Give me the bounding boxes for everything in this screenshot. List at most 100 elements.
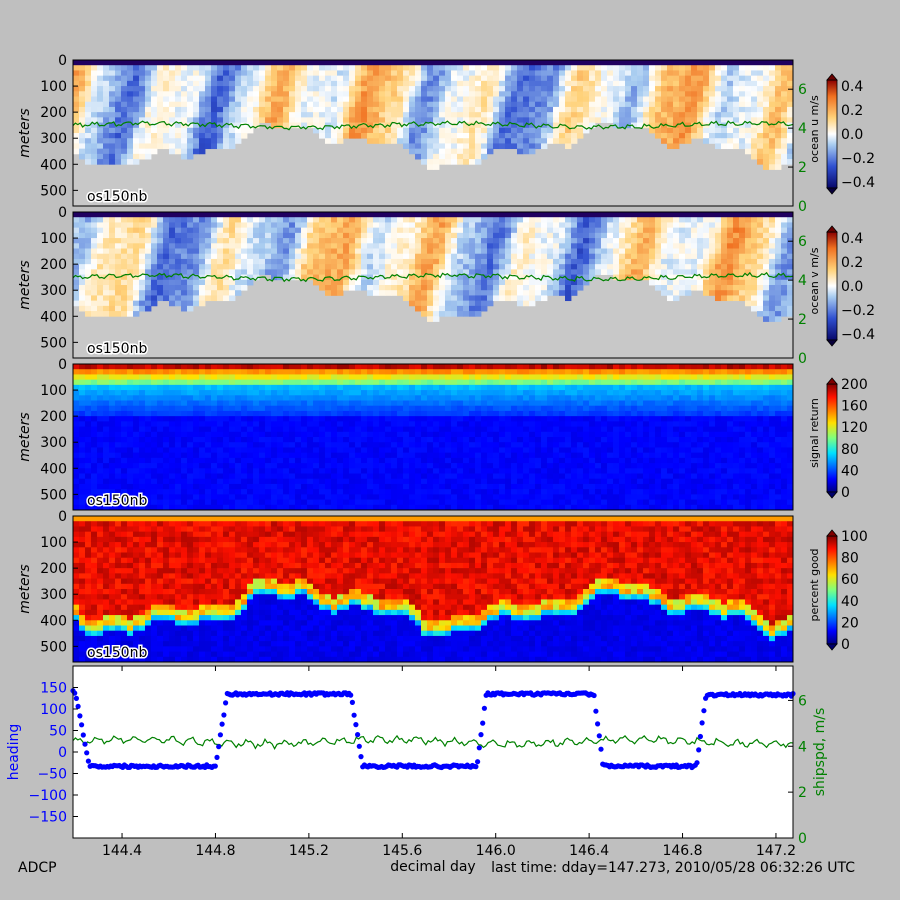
heatmap-cell	[427, 248, 434, 255]
heatmap-cell	[733, 290, 740, 296]
heatmap-cell	[727, 279, 734, 286]
heatmap-cell	[103, 80, 110, 87]
heatmap-cell	[277, 80, 284, 87]
heatmap-cell	[235, 457, 242, 464]
heatmap-cell	[733, 243, 740, 249]
heatmap-cell	[133, 364, 140, 370]
heatmap-cell	[367, 248, 374, 255]
heatmap-cell	[145, 447, 152, 454]
heatmap-cell	[223, 447, 230, 454]
heatmap-cell	[511, 253, 518, 260]
heatmap-cell	[73, 232, 80, 239]
heatmap-cell	[133, 232, 140, 239]
heatmap-cell	[589, 96, 596, 103]
heatmap-cell	[649, 212, 656, 218]
heatmap-cell	[529, 300, 536, 307]
heatmap-cell	[277, 264, 284, 270]
heatmap-cell	[85, 447, 92, 454]
heatmap-cell	[217, 269, 224, 275]
heatmap-cell	[139, 91, 146, 97]
heatmap-cell	[151, 494, 158, 500]
heatmap-cell	[553, 112, 560, 118]
heatmap-cell	[709, 279, 716, 286]
heatmap-cell	[127, 232, 134, 239]
heatmap-cell	[499, 70, 506, 77]
heatmap-cell	[223, 91, 230, 97]
heatmap-cell	[349, 127, 356, 134]
heatmap-cell	[223, 379, 230, 386]
heatmap-cell	[583, 75, 590, 82]
heatmap-cell	[205, 483, 212, 490]
heatmap-cell	[787, 274, 794, 281]
heatmap-cell	[223, 431, 230, 438]
heatmap-cell	[733, 253, 740, 260]
heatmap-cell	[181, 91, 188, 97]
heatmap-cell	[757, 122, 764, 129]
heatmap-cell	[523, 217, 530, 223]
heatmap-cell	[577, 217, 584, 223]
heatmap-cell	[745, 238, 752, 244]
heatmap-cell	[625, 227, 632, 234]
heatmap-cell	[421, 243, 428, 249]
heatmap-cell	[421, 279, 428, 286]
heatmap-cell	[259, 452, 266, 459]
heatmap-cell	[703, 86, 710, 92]
heatmap-cell	[385, 70, 392, 77]
heatmap-cell	[685, 101, 692, 108]
heatmap-cell	[583, 86, 590, 92]
heatmap-cell	[169, 274, 176, 281]
heatmap-cell	[217, 91, 224, 97]
heatmap-cell	[217, 212, 224, 218]
heatmap-cell	[139, 489, 146, 495]
heatmap-cell	[217, 227, 224, 234]
heatmap-cell	[547, 212, 554, 218]
heatmap-cell	[463, 279, 470, 286]
heatmap-cell	[481, 133, 488, 139]
heatmap-cell	[559, 253, 566, 260]
heatmap-cell	[517, 217, 524, 223]
heatmap-cell	[271, 75, 278, 82]
heatmap-cell	[97, 421, 104, 427]
heatmap-cell	[703, 75, 710, 82]
heatmap-cell	[547, 122, 554, 129]
heatmap-cell	[481, 212, 488, 218]
heatmap-cell	[781, 269, 788, 275]
heatmap-cell	[613, 243, 620, 249]
heatmap-cell	[103, 227, 110, 234]
heatmap-cell	[163, 75, 170, 82]
heatmap-cell	[535, 65, 542, 71]
heatmap-cell	[133, 295, 140, 302]
heatmap-cell	[313, 60, 320, 66]
heatmap-cell	[229, 227, 236, 234]
heatmap-cell	[235, 468, 242, 474]
heatmap-cell	[493, 258, 500, 265]
heatmap-cell	[151, 122, 158, 129]
heatmap-cell	[397, 127, 404, 134]
heatmap-cell	[571, 227, 578, 234]
heatmap-cell	[511, 232, 518, 239]
heatmap-cell	[319, 101, 326, 108]
heatmap-cell	[727, 232, 734, 239]
heatmap-cell	[451, 311, 458, 317]
heatmap-cell	[85, 138, 92, 144]
heatmap-cell	[577, 65, 584, 71]
heatmap-cell	[451, 305, 458, 312]
heatmap-cell	[487, 269, 494, 275]
heatmap-cell	[457, 311, 464, 317]
heatmap-cell	[265, 379, 272, 386]
heatmap-cell	[475, 117, 482, 123]
heatmap-cell	[139, 153, 146, 160]
colorbar-label: ocean u m/s	[808, 95, 821, 163]
heatmap-cell	[187, 489, 194, 495]
heatmap-cell	[79, 117, 86, 123]
heatmap-cell	[127, 60, 134, 66]
heatmap-cell	[187, 153, 194, 160]
heatmap-cell	[211, 91, 218, 97]
heatmap-cell	[157, 101, 164, 108]
heatmap-cell	[709, 106, 716, 113]
heatmap-cell	[661, 243, 668, 249]
heatmap-cell	[151, 384, 158, 391]
heatmap-cell	[277, 248, 284, 255]
heatmap-cell	[127, 122, 134, 129]
heatmap-cell	[463, 222, 470, 229]
